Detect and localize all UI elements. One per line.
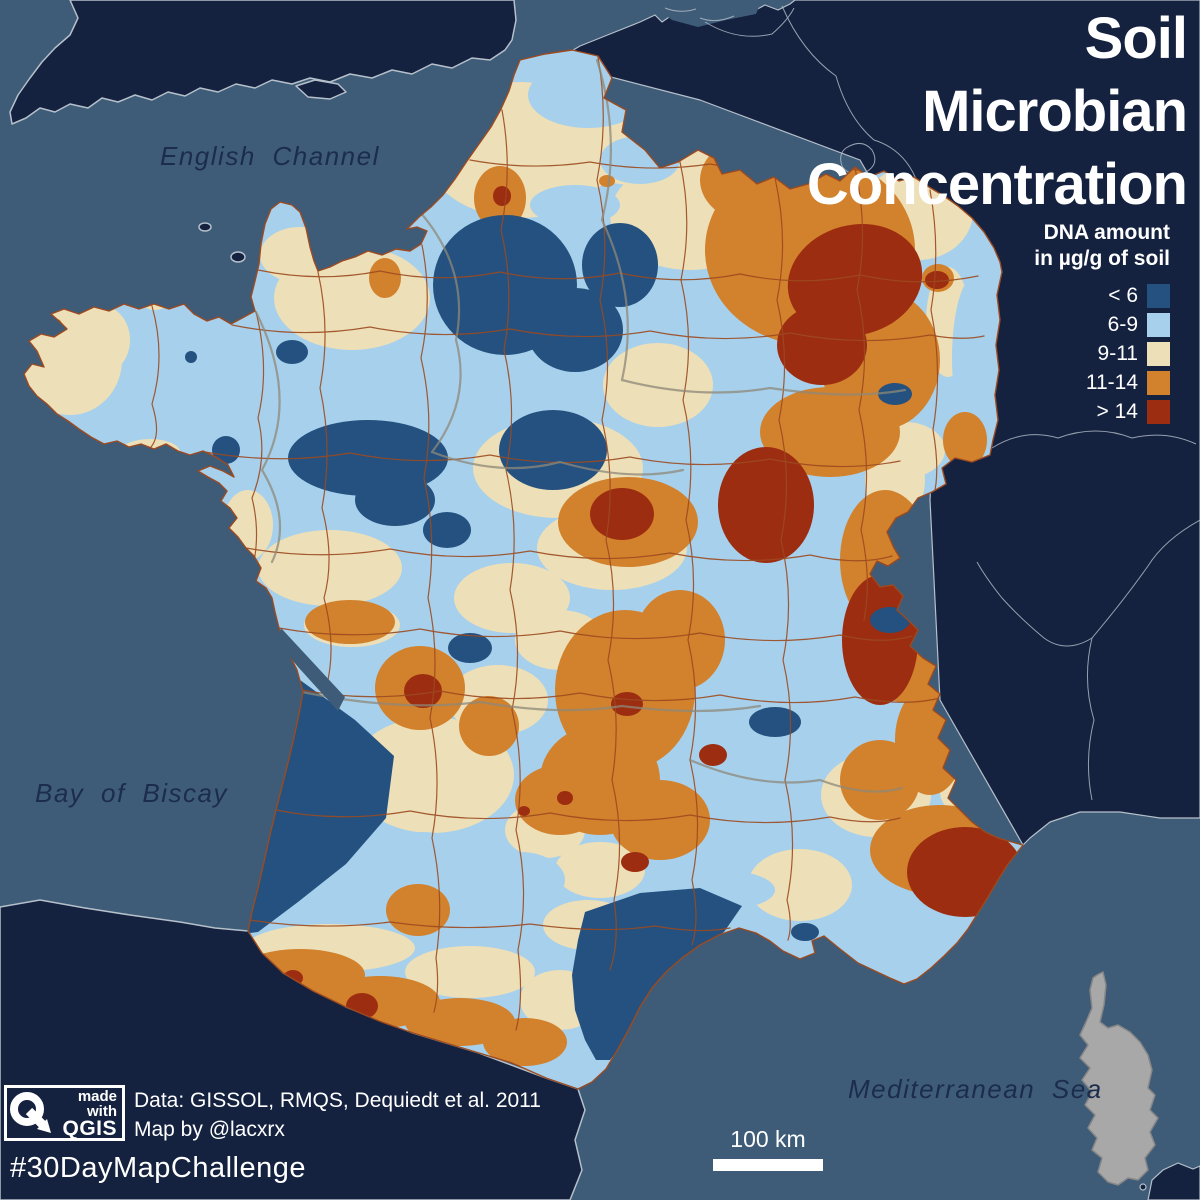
legend-item-gt14: > 14 [1034,400,1170,424]
gironde-estuary [277,628,345,711]
channel-island-guernsey [198,222,212,232]
legend-item-6-9: 6-9 [1034,313,1170,337]
label-english-channel: English Channel [160,141,380,171]
legend-label: 6-9 [1107,313,1138,336]
logo-word-qgis: QGIS [62,1116,117,1140]
isle-of-wight [295,79,347,100]
legend-title-line-1: DNA amount [1043,221,1170,244]
legend-swatch-rect [1147,371,1170,395]
legend-swatch-rect [1147,342,1170,366]
legend-swatch [1147,284,1170,308]
legend-swatch [1147,400,1170,424]
france-outline [23,49,1024,1090]
logo-word-made: made [77,1087,117,1105]
data-source: Data: GISSOL, RMQS, Dequiedt et al. 2011 [134,1089,541,1112]
credits: Data: GISSOL, RMQS, Dequiedt et al. 2011… [134,1086,541,1144]
legend-swatch [1147,371,1170,395]
label-mediterranean-sea: Mediterranean Sea [848,1074,1103,1104]
title-line-2: Microbian [922,79,1188,144]
legend-swatch [1147,313,1170,337]
scale-bar-label: 100 km [730,1126,806,1152]
logo-word-with: with [87,1102,117,1120]
channel-island-jersey [230,251,246,263]
legend-label: 11-14 [1085,371,1138,394]
legend-label: > 14 [1096,400,1138,423]
qgis-q-icon [10,1092,51,1133]
legend-swatch [1147,342,1170,366]
zeeland-estuary [652,0,762,27]
hashtag: #30DayMapChallenge [10,1152,306,1184]
legend-label: < 6 [1108,284,1138,307]
title-line-3: Concentration [806,152,1188,217]
region-borders [254,58,907,793]
qgis-logo: made with QGIS [4,1085,125,1141]
legend-label: 9-11 [1097,342,1138,365]
legend-item-lt6: < 6 [1034,284,1170,308]
title-line-1: Soil [1084,6,1188,71]
legend-item-9-11: 9-11 [1034,342,1170,366]
legend-title-line-2: in µg/g of soil [1034,247,1170,270]
uk-landmass [9,0,517,263]
sardinia-landmass [1139,1162,1200,1200]
scale-bar-rule [713,1159,823,1171]
legend-item-11-14: 11-14 [1034,371,1170,395]
legend-swatch-rect [1147,284,1170,308]
map-author: Map by @lacxrx [134,1118,285,1141]
map-title: Soil Microbian Concentration [806,2,1188,221]
legend: DNA amount in µg/g of soil < 6 6-9 9-11 … [1034,220,1170,429]
legend-swatch-rect [1147,313,1170,337]
label-bay-of-biscay: Bay of Biscay [35,778,229,808]
legend-swatch-rect [1147,400,1170,424]
corsica-no-data [1079,971,1159,1186]
scale-bar: 100 km [703,1126,833,1171]
country-borders [664,5,1200,801]
